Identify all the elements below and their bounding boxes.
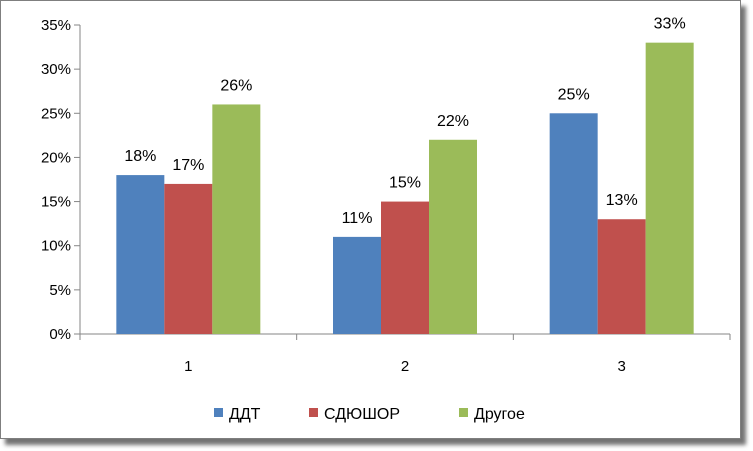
legend: ДДТ СДЮШОР Другое: [214, 406, 525, 423]
legend-swatch: [214, 408, 223, 417]
legend-label: ДДТ: [229, 406, 261, 423]
x-tick-label: 1: [184, 358, 192, 375]
x-tick-label: 3: [617, 358, 625, 375]
data-label: 13%: [606, 192, 638, 209]
bar: [212, 104, 261, 334]
legend-label: Другое: [474, 406, 525, 423]
bar: [429, 139, 477, 334]
data-label: 18%: [124, 148, 156, 165]
data-label: 25%: [558, 86, 590, 103]
x-tick-label: 2: [401, 358, 409, 375]
bar: [597, 219, 646, 334]
y-tick-label: 20%: [41, 149, 71, 166]
data-labels: 18% 17% 26% 11% 15% 22% 25% 13% 33%: [124, 16, 685, 227]
y-tick-label: 15%: [41, 194, 71, 211]
bar: [549, 113, 598, 335]
data-label: 33%: [654, 16, 686, 33]
y-tick-label: 5%: [49, 282, 71, 299]
bar: [116, 175, 165, 334]
data-label: 22%: [437, 113, 469, 130]
y-tick-label: 35%: [41, 17, 71, 34]
y-tick-label: 10%: [41, 238, 71, 255]
y-tick-label: 30%: [41, 61, 71, 78]
legend-label: СДЮШОР: [324, 406, 400, 423]
data-label: 26%: [220, 77, 252, 94]
data-label: 11%: [342, 210, 373, 227]
bar: [645, 42, 694, 335]
bar: [381, 201, 429, 334]
legend-swatch: [459, 408, 468, 417]
bar: [164, 183, 213, 334]
legend-swatch: [309, 408, 318, 417]
bar: [333, 236, 381, 334]
y-tick-label: 25%: [41, 105, 71, 122]
y-tick-label: 0%: [49, 326, 71, 343]
data-label: 15%: [389, 175, 421, 192]
bars: [116, 42, 694, 335]
data-label: 17%: [172, 157, 204, 174]
